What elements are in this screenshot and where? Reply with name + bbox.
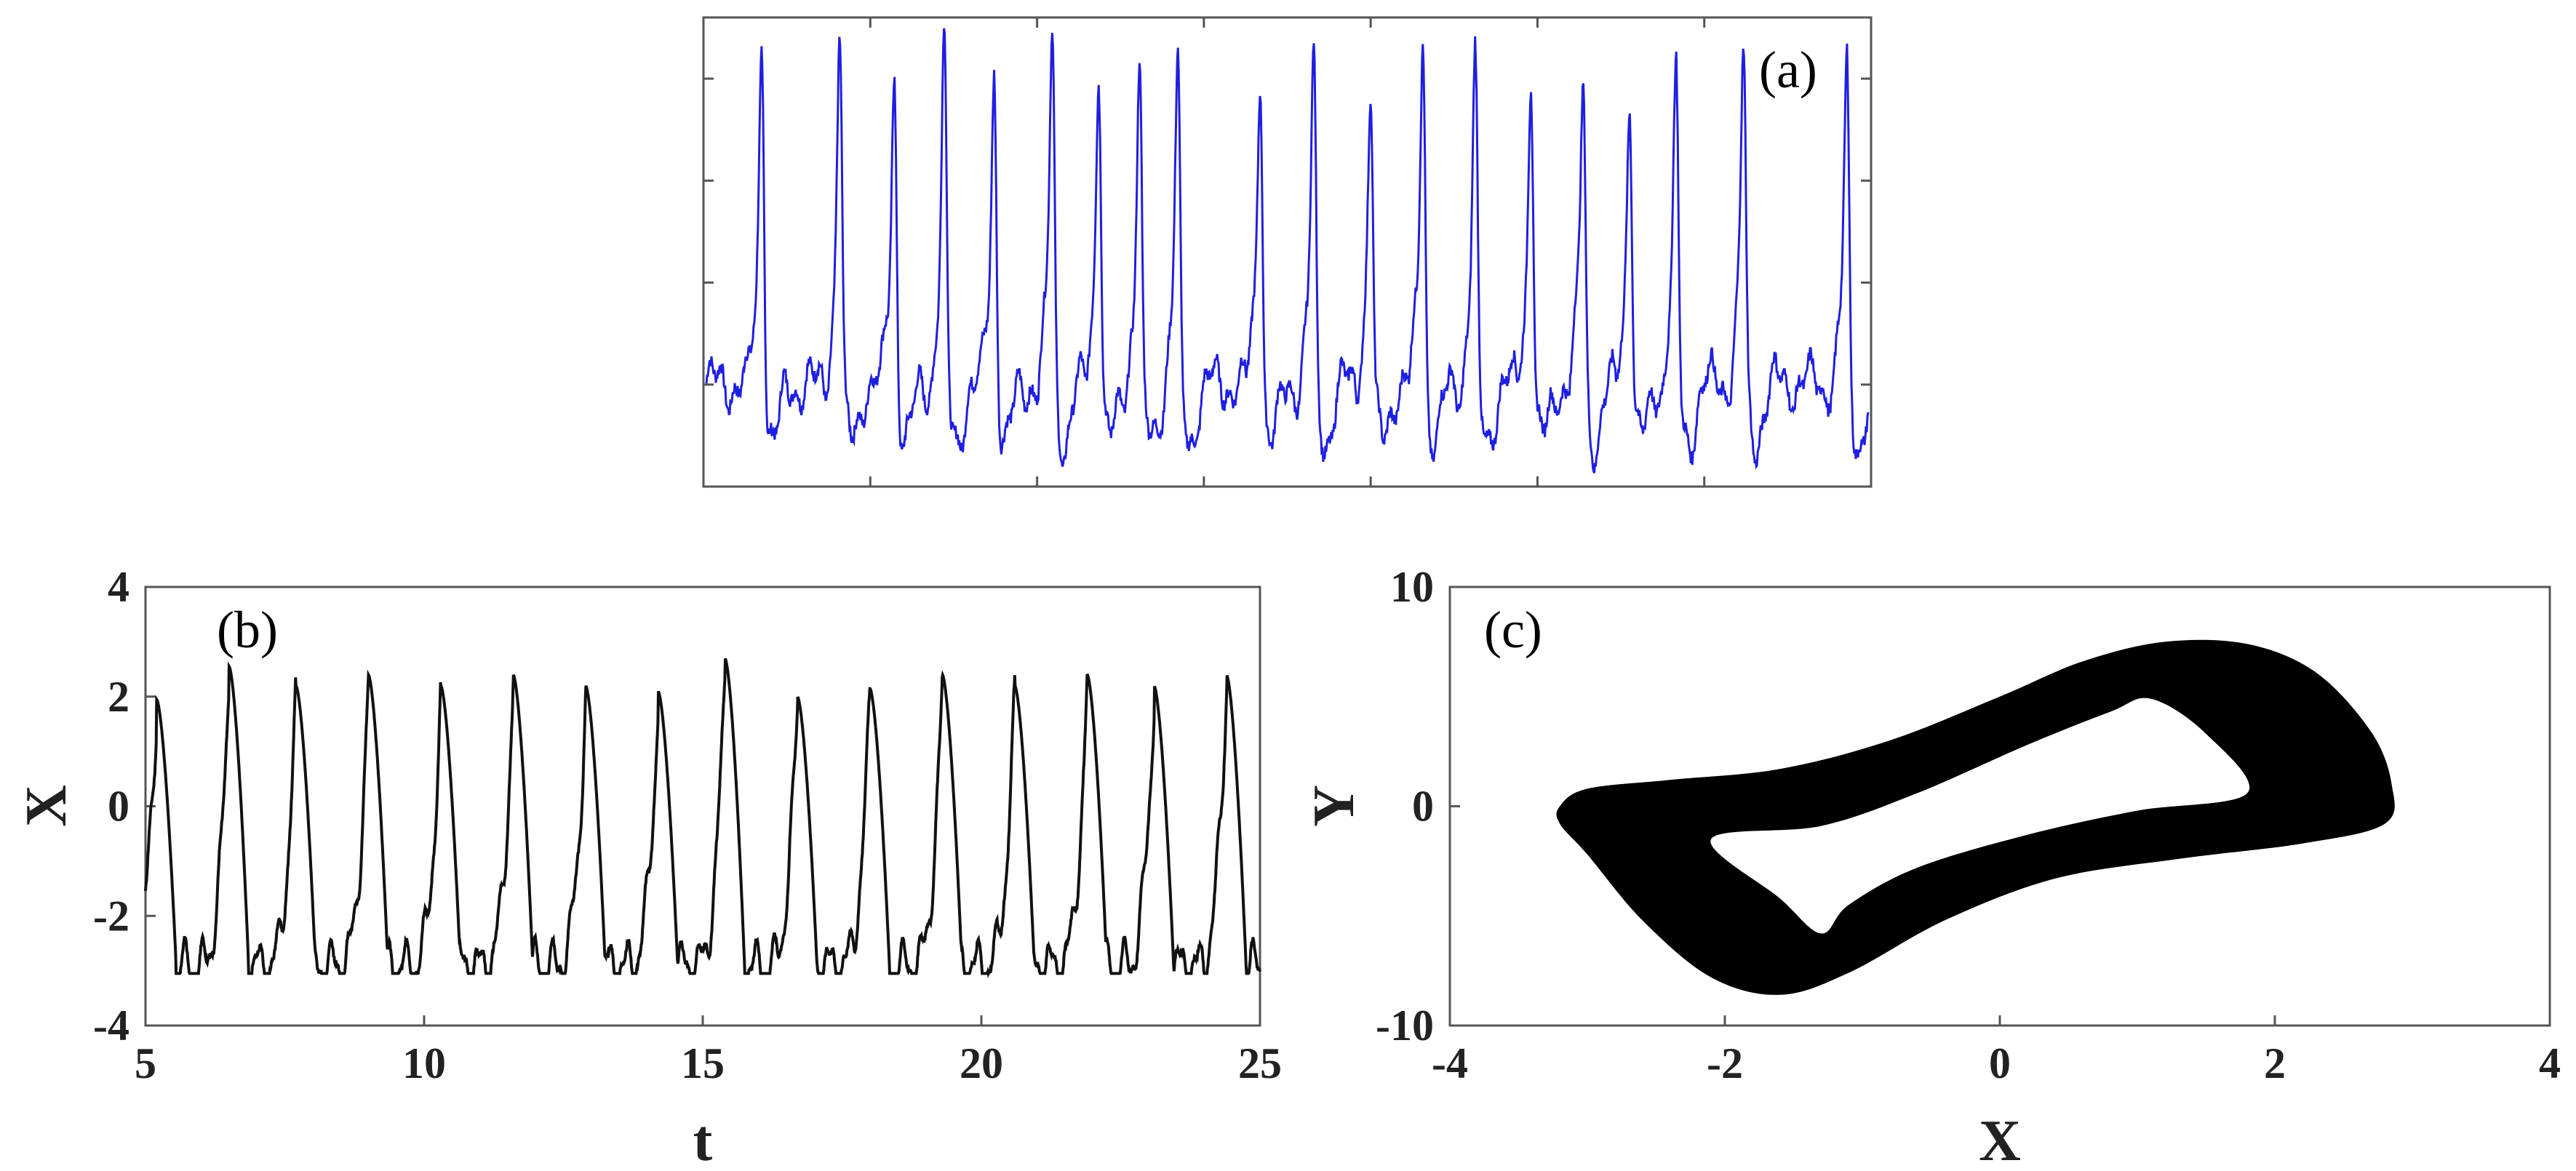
panel-a-plot-area	[705, 28, 1870, 473]
panel-b-y-tick-label: 0	[108, 783, 129, 831]
panel-b-signal-line	[144, 658, 1261, 978]
panel-c-x-tick-label: 2	[2264, 1039, 2286, 1087]
panel-c-y-tick-label: 0	[1412, 783, 1434, 831]
panel-b-x-axis-label: t	[693, 1109, 713, 1171]
panel-b-chart: 5 10 15 20 25 -4 -2 0 2 4 (b) t X	[15, 563, 1282, 1171]
panel-c-label: (c)	[1484, 601, 1542, 659]
panel-b-x-tick-label: 25	[1238, 1039, 1282, 1087]
panel-b-y-tick-label: -4	[93, 1002, 129, 1050]
panel-c-y-axis-label: Y	[1302, 785, 1366, 827]
panel-c-x-tick-label: -2	[1707, 1039, 1743, 1087]
panel-c-x-tick-label: 0	[1989, 1039, 2011, 1087]
panel-b-ticks: 5 10 15 20 25 -4 -2 0 2 4	[93, 563, 1282, 1087]
panel-c-ticks: -4 -2 0 2 4 -10 0 10	[1376, 563, 2561, 1087]
panel-c-y-tick-label: 10	[1390, 563, 1434, 611]
panel-b-x-tick-label: 5	[135, 1039, 156, 1087]
panel-c-x-tick-label: 4	[2539, 1039, 2561, 1087]
panel-b-plot-frame	[144, 586, 1261, 1027]
panel-a-chart: (a)	[702, 16, 1873, 488]
panel-b-x-tick-label: 10	[402, 1039, 446, 1087]
panel-c-x-tick-label: -4	[1432, 1039, 1468, 1087]
panel-a-ticks	[703, 17, 1871, 487]
panel-b-y-tick-label: 2	[108, 673, 129, 721]
panel-a-label: (a)	[1759, 41, 1817, 99]
panel-b-y-tick-label: -2	[93, 892, 129, 940]
panel-b-x-tick-label: 15	[681, 1039, 725, 1087]
panel-b-y-tick-label: 4	[108, 563, 129, 611]
panel-b-label: (b)	[217, 601, 278, 659]
panel-b-plot-area	[144, 658, 1261, 978]
panel-a-signal-line	[705, 28, 1870, 473]
panel-a-plot-frame	[702, 16, 1873, 488]
panel-b-y-axis-label: X	[15, 785, 79, 827]
panel-c-attractor-band	[1556, 639, 2395, 995]
panel-c-chart: -4 -2 0 2 4 -10 0 10 (c) X Y	[1302, 563, 2561, 1171]
panel-c-y-tick-label: -10	[1376, 1002, 1434, 1050]
panel-b-x-tick-label: 20	[960, 1039, 1003, 1087]
panel-c-x-axis-label: X	[1979, 1109, 2021, 1171]
panel-c-plot-area	[1556, 639, 2395, 995]
